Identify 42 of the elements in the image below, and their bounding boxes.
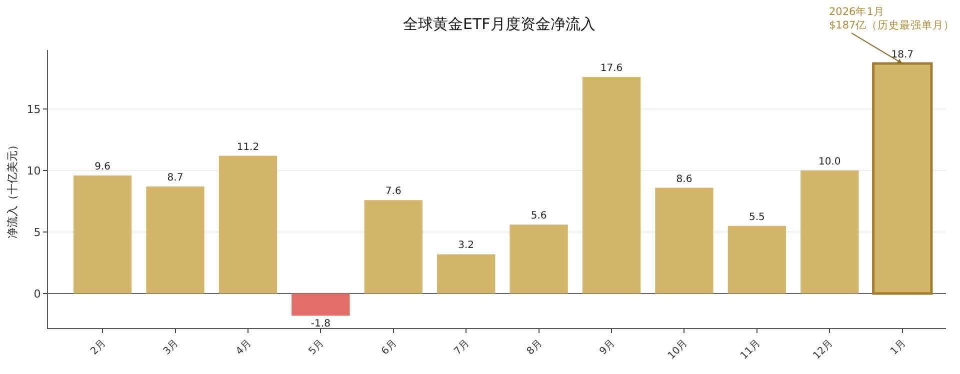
bar bbox=[218, 156, 278, 294]
x-tick-label: 2月 bbox=[88, 338, 108, 358]
bar bbox=[728, 226, 786, 294]
data-label: 11.2 bbox=[236, 142, 260, 153]
chart-title: 全球黄金ETF月度资金净流入 bbox=[403, 15, 596, 34]
data-label: -1.8 bbox=[310, 318, 330, 330]
data-label: 8.6 bbox=[676, 174, 692, 185]
x-tick-label: 7月 bbox=[452, 338, 472, 358]
data-label: 7.6 bbox=[385, 186, 402, 198]
bar bbox=[655, 188, 714, 294]
x-tick-label: 6月 bbox=[380, 338, 400, 358]
bar bbox=[510, 224, 568, 294]
x-tick-label: 4月 bbox=[234, 338, 254, 358]
y-tick-label: 5 bbox=[34, 226, 41, 239]
x-tick-label: 11月 bbox=[738, 338, 763, 362]
x-tick-label: 5月 bbox=[306, 338, 326, 358]
x-tick-label: 3月 bbox=[162, 338, 181, 358]
data-label: 17.6 bbox=[600, 63, 623, 74]
data-label: 9.6 bbox=[94, 161, 110, 172]
bar bbox=[73, 175, 132, 294]
annotation: 2026年1月 $187亿（历史最强单月） bbox=[829, 6, 955, 32]
bar bbox=[582, 77, 641, 294]
bar bbox=[146, 186, 204, 294]
data-label: 10.0 bbox=[818, 156, 841, 168]
data-label: 3.2 bbox=[458, 240, 474, 252]
x-tick-label: 12月 bbox=[811, 338, 836, 362]
data-label: 5.6 bbox=[530, 210, 547, 222]
y-tick-label: 10 bbox=[26, 164, 41, 178]
data-label: 8.7 bbox=[167, 172, 184, 184]
x-tick-label: 1月 bbox=[888, 338, 908, 358]
bar bbox=[800, 170, 859, 294]
bar bbox=[292, 294, 350, 316]
x-tick-label: 10月 bbox=[666, 338, 690, 362]
y-tick-label: 15 bbox=[26, 102, 41, 116]
x-tick-label: 8月 bbox=[525, 338, 544, 358]
data-label: 5.5 bbox=[748, 212, 765, 223]
bar bbox=[437, 254, 496, 294]
bar bbox=[364, 200, 422, 294]
y-axis-title: 净流入（十亿美元） bbox=[6, 140, 19, 238]
data-label: 18.7 bbox=[891, 50, 914, 61]
y-tick-label: 0 bbox=[34, 287, 41, 300]
x-tick-label: 9月 bbox=[598, 338, 618, 358]
